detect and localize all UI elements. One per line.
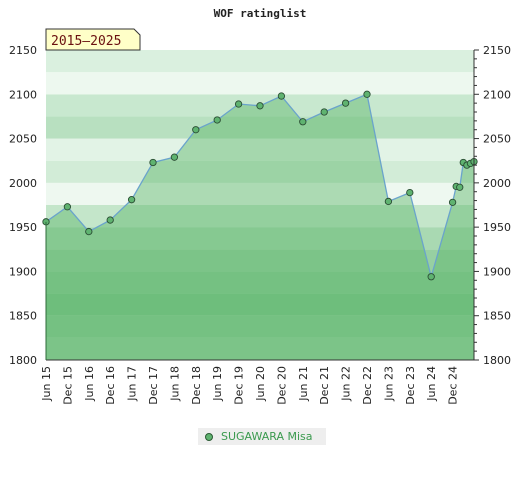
background-band [46, 249, 474, 272]
x-tick-label: Dec 19 [233, 366, 246, 405]
x-tick-label: Dec 22 [361, 366, 374, 405]
x-tick-label: Jun 21 [297, 366, 310, 402]
data-point [456, 183, 464, 191]
y-tick-label: 1800 [483, 354, 511, 367]
y-tick-label: 2050 [483, 133, 511, 146]
y-tick-label: 1850 [9, 310, 37, 323]
x-tick-label: Dec 23 [404, 366, 417, 405]
data-point [85, 227, 93, 236]
background-band [46, 138, 474, 161]
y-tick-label: 1950 [483, 221, 511, 234]
x-tick-label: Jun 24 [425, 366, 438, 402]
background-bands [46, 50, 474, 360]
area-layer [46, 94, 474, 361]
background-band [46, 116, 474, 139]
data-point [149, 158, 157, 167]
axes [45, 49, 479, 361]
background-band [46, 315, 474, 338]
x-tick-label: Jun 20 [254, 366, 267, 402]
data-point [170, 153, 179, 161]
x-tick-label: Jun 23 [382, 366, 395, 402]
background-band [46, 182, 474, 205]
y-tick-label: 2050 [9, 133, 37, 146]
x-tick-label: Dec 18 [190, 366, 203, 405]
data-point [234, 100, 243, 108]
legend-series-label: SUGAWARA Misa [221, 430, 313, 443]
x-tick-label: Jun 22 [340, 366, 353, 402]
x-tick-label: Dec 16 [104, 366, 117, 405]
data-point [363, 90, 371, 98]
x-tick-label: Dec 17 [147, 366, 160, 405]
data-point [448, 198, 457, 206]
data-point [427, 273, 435, 281]
y-tick-label: 2100 [483, 88, 511, 101]
y-tick-label: 1950 [9, 221, 37, 234]
data-point [406, 188, 414, 197]
y-tick-label: 2000 [9, 177, 37, 190]
period-badge-text: 2015–2025 [51, 34, 121, 49]
x-tick-label: Jun 16 [83, 366, 96, 402]
y-tick-label: 1800 [9, 354, 37, 367]
background-band [46, 72, 474, 95]
y-tick-label: 1900 [483, 265, 511, 278]
data-point [341, 99, 350, 107]
period-badge: 2015–2025 [45, 28, 141, 51]
y-tick-label: 2100 [9, 88, 37, 101]
y-tick-label: 1850 [483, 310, 511, 323]
background-band [46, 337, 474, 360]
x-tick-label: Jun 15 [40, 366, 53, 402]
data-point [320, 108, 328, 116]
background-band [46, 271, 474, 294]
y-tick-label: 2000 [483, 177, 511, 190]
data-point [384, 197, 393, 206]
chart-title: WOF ratinglist [214, 7, 307, 20]
data-point [213, 116, 221, 124]
data-point [299, 118, 307, 126]
x-tick-label: Jun 19 [211, 366, 224, 402]
y-axis-left-labels: 1800 1850 1900 1950 2000 2050 2100 2150 [9, 44, 37, 367]
x-tick-label: Jun 17 [126, 366, 139, 402]
background-band [46, 293, 474, 316]
data-point [256, 102, 264, 110]
background-band [46, 160, 474, 183]
x-tick-label: Dec 15 [61, 366, 74, 405]
y-tick-label: 2150 [9, 44, 37, 57]
y-axis-right-labels: 1800 1850 1900 1950 2000 2050 2100 2150 [483, 44, 511, 367]
legend: SUGAWARA Misa [198, 428, 326, 445]
data-point [192, 126, 200, 134]
x-tick-label: Jun 18 [168, 366, 181, 402]
y-tick-label: 1900 [9, 265, 37, 278]
data-point [277, 92, 286, 100]
background-band [46, 205, 474, 228]
data-point [106, 216, 114, 224]
x-tick-label: Dec 21 [318, 366, 331, 405]
data-point [127, 196, 136, 204]
legend-marker-icon [205, 432, 213, 441]
x-tick-label: Dec 20 [275, 366, 288, 405]
data-point [63, 203, 72, 211]
x-tick-label: Dec 24 [447, 366, 460, 405]
background-band [46, 50, 474, 73]
background-band [46, 227, 474, 250]
y-tick-label: 2150 [483, 44, 511, 57]
rating-area [46, 94, 474, 361]
x-axis-labels: Jun 15 Dec 15 Jun 16 Dec 16 Jun 17 Dec 17 Jun … [40, 366, 460, 405]
